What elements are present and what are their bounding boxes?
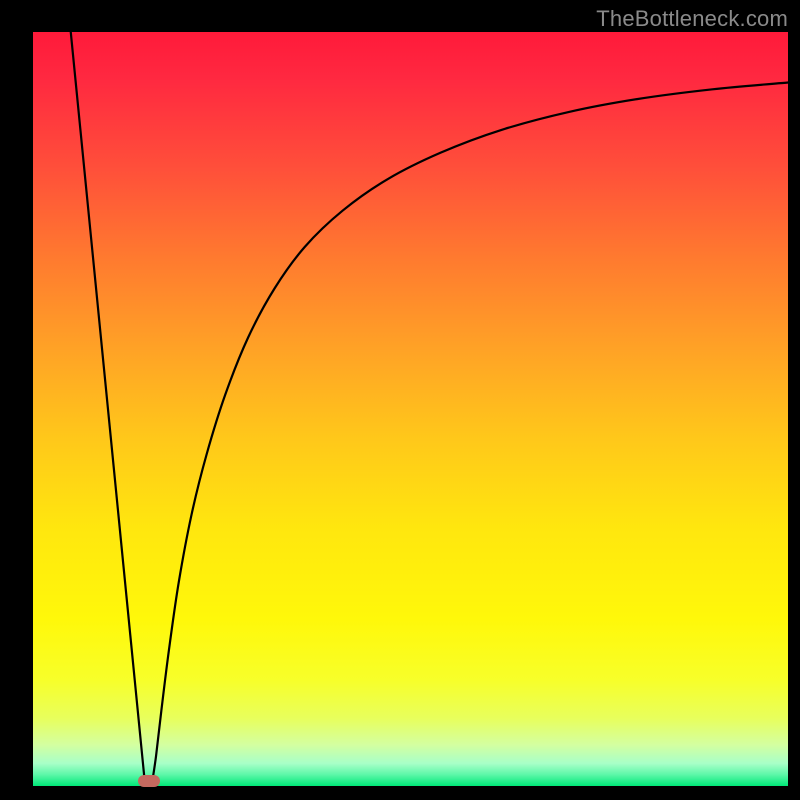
left-descending-line [71, 32, 145, 781]
watermark-text: TheBottleneck.com [596, 6, 788, 32]
chart-stage: TheBottleneck.com [0, 0, 800, 800]
right-asymptotic-curve [152, 83, 788, 782]
curve-layer [33, 32, 788, 786]
plot-area [33, 32, 788, 786]
minimum-marker [138, 775, 160, 787]
